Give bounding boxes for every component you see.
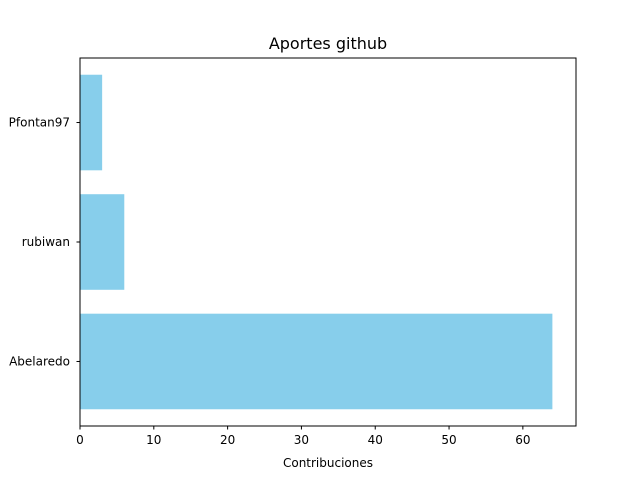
x-tick-label: 60 <box>515 433 530 447</box>
y-tick-label: Abelaredo <box>9 354 70 368</box>
bar <box>80 313 553 410</box>
bar <box>80 194 125 290</box>
x-tick-label: 20 <box>220 433 235 447</box>
x-tick-label: 40 <box>368 433 383 447</box>
x-tick-label: 50 <box>441 433 456 447</box>
bars-group <box>80 74 553 410</box>
x-axis: 0 10 20 30 40 50 60 <box>76 426 530 447</box>
y-tick-label: rubiwan <box>22 235 70 249</box>
chart-title: Aportes github <box>269 34 387 53</box>
y-tick-label: Pfontan97 <box>9 116 70 130</box>
x-tick-label: 10 <box>146 433 161 447</box>
x-tick-label: 30 <box>294 433 309 447</box>
bar <box>80 74 103 171</box>
x-axis-label: Contribuciones <box>283 456 373 470</box>
x-tick-label: 0 <box>76 433 84 447</box>
y-axis: Abelaredo rubiwan Pfontan97 <box>9 116 80 368</box>
